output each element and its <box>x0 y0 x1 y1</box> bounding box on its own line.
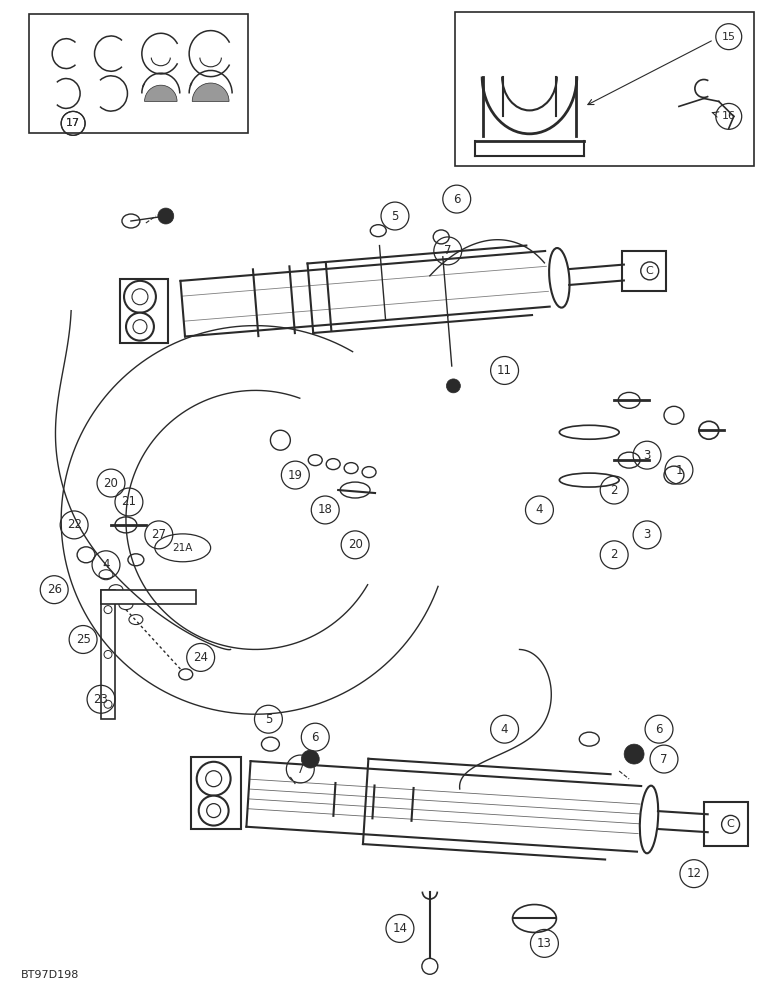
Ellipse shape <box>362 467 376 478</box>
Text: 2: 2 <box>611 484 618 497</box>
Text: 3: 3 <box>643 528 651 541</box>
Text: 14: 14 <box>392 922 408 935</box>
Text: 16: 16 <box>722 111 736 121</box>
Text: 20: 20 <box>347 538 363 551</box>
Ellipse shape <box>664 466 684 484</box>
Text: 1: 1 <box>676 464 682 477</box>
Ellipse shape <box>579 732 599 746</box>
Text: 6: 6 <box>453 193 460 206</box>
Text: 22: 22 <box>66 518 82 531</box>
Text: 21: 21 <box>121 495 137 508</box>
Circle shape <box>126 313 154 341</box>
Text: 24: 24 <box>193 651 208 664</box>
FancyBboxPatch shape <box>191 757 241 829</box>
Text: 23: 23 <box>93 693 109 706</box>
Text: 12: 12 <box>686 867 702 880</box>
FancyBboxPatch shape <box>120 279 168 343</box>
Text: 3: 3 <box>643 449 651 462</box>
Text: 27: 27 <box>151 528 166 541</box>
Circle shape <box>124 281 156 313</box>
Text: 26: 26 <box>46 583 62 596</box>
Ellipse shape <box>618 392 640 408</box>
Circle shape <box>301 750 320 768</box>
Ellipse shape <box>699 421 719 439</box>
Ellipse shape <box>308 455 322 466</box>
Text: 7: 7 <box>660 753 668 766</box>
Text: 6: 6 <box>312 731 319 744</box>
Ellipse shape <box>433 230 449 244</box>
Text: 5: 5 <box>391 210 398 223</box>
Text: 13: 13 <box>537 937 552 950</box>
Ellipse shape <box>77 547 95 563</box>
Ellipse shape <box>513 905 557 932</box>
Ellipse shape <box>109 585 123 595</box>
Ellipse shape <box>664 406 684 424</box>
Ellipse shape <box>560 473 619 487</box>
Text: 7: 7 <box>296 763 304 776</box>
Ellipse shape <box>371 225 386 237</box>
Text: 7: 7 <box>444 244 452 257</box>
Ellipse shape <box>119 600 133 610</box>
Text: 2: 2 <box>611 548 618 561</box>
Bar <box>101 590 195 604</box>
Ellipse shape <box>327 459 340 470</box>
Ellipse shape <box>129 615 143 625</box>
Bar <box>101 590 115 719</box>
Text: 25: 25 <box>76 633 90 646</box>
Text: 11: 11 <box>497 364 512 377</box>
Text: 17: 17 <box>66 118 80 128</box>
Ellipse shape <box>179 669 193 680</box>
Ellipse shape <box>128 554 144 566</box>
Text: 5: 5 <box>265 713 272 726</box>
Bar <box>29 14 249 133</box>
Ellipse shape <box>99 570 113 580</box>
Text: C: C <box>726 819 734 829</box>
Bar <box>455 12 753 166</box>
Wedge shape <box>144 85 177 101</box>
Circle shape <box>197 762 231 796</box>
Ellipse shape <box>340 482 370 498</box>
Ellipse shape <box>262 737 279 751</box>
Ellipse shape <box>344 463 358 474</box>
Text: 4: 4 <box>501 723 508 736</box>
Wedge shape <box>192 83 229 101</box>
Circle shape <box>198 796 229 826</box>
Circle shape <box>446 379 460 393</box>
Text: 19: 19 <box>288 469 303 482</box>
Text: 4: 4 <box>102 558 110 571</box>
Text: 15: 15 <box>722 32 736 42</box>
Ellipse shape <box>560 425 619 439</box>
Circle shape <box>157 208 174 224</box>
Circle shape <box>624 744 644 764</box>
Ellipse shape <box>115 517 137 533</box>
Text: 21A: 21A <box>173 543 193 553</box>
Ellipse shape <box>618 452 640 468</box>
Text: 4: 4 <box>536 503 543 516</box>
Text: C: C <box>646 266 654 276</box>
Ellipse shape <box>122 214 140 228</box>
Text: 17: 17 <box>66 118 80 128</box>
FancyBboxPatch shape <box>703 802 747 846</box>
Text: 20: 20 <box>103 477 118 490</box>
Text: BT97D198: BT97D198 <box>22 970 80 980</box>
Text: 6: 6 <box>655 723 663 736</box>
FancyBboxPatch shape <box>621 251 665 291</box>
Text: 18: 18 <box>318 503 333 516</box>
